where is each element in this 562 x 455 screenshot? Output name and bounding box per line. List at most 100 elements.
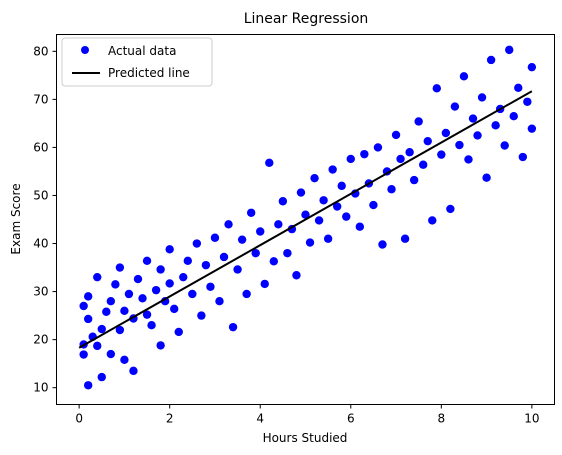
scatter-point (124, 289, 134, 299)
scatter-point (396, 154, 405, 164)
scatter-point (120, 306, 129, 315)
scatter-point (115, 325, 125, 335)
scatter-point (319, 196, 328, 205)
scatter-point (400, 234, 410, 243)
scatter-point (278, 197, 288, 206)
scatter-point (391, 130, 401, 140)
scatter-point (206, 282, 215, 291)
scatter-point (246, 208, 256, 217)
scatter-point (283, 248, 292, 258)
scatter-point (260, 279, 269, 289)
scatter-point (432, 84, 441, 93)
scatter-point (310, 173, 319, 183)
scatter-point (160, 296, 170, 306)
scatter-point (147, 321, 156, 330)
scatter-point (405, 148, 414, 157)
scatter-point (305, 238, 315, 247)
scatter-point (156, 341, 165, 350)
scatter-point (115, 263, 125, 272)
scatter-point (342, 212, 351, 221)
scatter-point (228, 322, 238, 332)
scatter-point (120, 355, 129, 365)
scatter-point (93, 341, 102, 351)
scatter-point (165, 245, 174, 254)
y-tick-label: 80 (33, 44, 48, 58)
scatter-point (437, 150, 446, 159)
scatter-point (219, 252, 229, 262)
scatter-point (464, 155, 473, 164)
y-tick-label: 60 (33, 140, 48, 154)
scatter-point (106, 349, 116, 359)
scatter-point (527, 124, 537, 133)
scatter-point (129, 366, 138, 376)
scatter-point (188, 289, 197, 299)
scatter-point (486, 55, 496, 65)
scatter-point (111, 280, 120, 289)
y-axis-title: Exam Score (9, 183, 23, 254)
plot-frame (56, 34, 555, 405)
scatter-point (450, 102, 460, 111)
scatter-point (409, 175, 419, 185)
legend: Actual data Predicted line (61, 37, 213, 87)
y-tick-label: 20 (33, 333, 48, 347)
scatter-point (269, 257, 279, 266)
scatter-point (265, 158, 274, 167)
scatter-point (210, 233, 220, 242)
y-tick-label: 40 (33, 237, 48, 251)
predicted-line (78, 90, 533, 349)
scatter-point (414, 117, 423, 126)
scatter-point (102, 307, 111, 316)
scatter-point (527, 62, 537, 72)
scatter-point (378, 240, 387, 249)
scatter-point (174, 327, 183, 337)
scatter-point (251, 248, 260, 258)
scatter-point (83, 381, 93, 390)
scatter-point (224, 220, 233, 229)
scatter-point (233, 265, 242, 274)
scatter-point (387, 185, 396, 194)
scatter-point (93, 272, 102, 282)
axes: 0 2 4 6 8 10 10 20 30 40 50 60 70 80 (33, 44, 539, 425)
y-tick-label: 50 (33, 188, 48, 202)
scatter-point (242, 289, 251, 299)
scatter-point (518, 152, 528, 162)
scatter-point (201, 260, 211, 270)
y-tick-label: 10 (33, 381, 48, 395)
scatter-point (79, 301, 88, 311)
legend-label-actual: Actual data (108, 44, 176, 58)
scatter-point (337, 181, 346, 191)
scatter-point (97, 372, 106, 382)
x-axis-title: Hours Studied (263, 431, 348, 445)
scatter-point (509, 111, 518, 121)
scatter-point (156, 265, 165, 274)
scatter-point (473, 131, 482, 140)
scatter-point (514, 83, 523, 93)
scatter-point (419, 160, 428, 169)
scatter-point (179, 272, 188, 282)
scatter-point (314, 216, 324, 225)
plot-area (78, 45, 537, 390)
scatter-point (446, 204, 455, 214)
scatter-point (97, 324, 106, 334)
scatter-point (165, 279, 174, 288)
y-tick-label: 70 (33, 92, 48, 106)
x-tick-label: 0 (75, 412, 83, 426)
scatter-point (441, 128, 451, 138)
x-tick-label: 6 (347, 412, 355, 426)
scatter-point (237, 235, 247, 244)
scatter-point (142, 256, 152, 266)
scatter-point (369, 200, 378, 210)
scatter-point (106, 296, 116, 306)
scatter-point (332, 202, 342, 211)
scatter-point (183, 256, 192, 266)
scatter-point (373, 143, 383, 152)
scatter-point (500, 141, 509, 150)
x-tick-label: 4 (256, 412, 264, 426)
scatter-point (274, 220, 283, 229)
scatter-point (83, 314, 93, 324)
y-tick-label: 30 (33, 285, 48, 299)
scatter-point (133, 274, 143, 284)
scatter-point (215, 296, 224, 306)
scatter-point (428, 216, 437, 225)
scatter-point (142, 310, 152, 319)
